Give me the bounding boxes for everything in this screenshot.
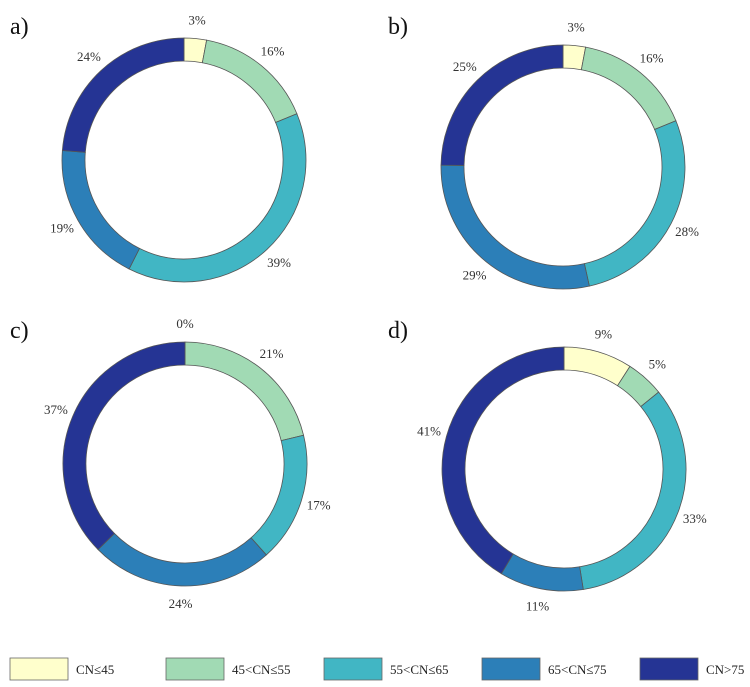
slice-value-label: 28% [675, 224, 699, 239]
legend-label: 55<CN≤65 [390, 662, 449, 677]
panel-label: a) [10, 14, 29, 40]
donut-chart-2: b) 3% 16% 28% 29% 25% [388, 14, 699, 290]
slice-value-label: 0% [176, 316, 194, 331]
slice-value-label: 3% [188, 13, 206, 28]
legend-item: 65<CN≤75 [481, 657, 607, 681]
slice-value-label: 37% [44, 402, 68, 417]
legend-swatch [323, 657, 383, 681]
donut-slice [184, 341, 305, 442]
legend-swatch [165, 657, 225, 681]
panel-label: d) [388, 318, 408, 344]
slice-value-label: 24% [169, 596, 193, 611]
panel-label: b) [388, 14, 408, 40]
slice-value-label: 3% [567, 20, 585, 35]
slice-value-label: 39% [267, 255, 291, 270]
donut-slice [97, 532, 267, 587]
panel-label: c) [10, 318, 29, 344]
donut-slice [579, 391, 687, 590]
slice-value-label: 5% [649, 357, 667, 372]
legend-swatch [481, 657, 541, 681]
legend-swatch [9, 657, 69, 681]
donut-slice [250, 434, 308, 556]
chart-panels: a) 3% 16% 39% 19% 24% b) 3% 16% 28% 29% 25% c) 0% 21% 1… [10, 13, 707, 614]
slice-value-label: 29% [463, 267, 487, 282]
donut-slice [441, 346, 565, 575]
legend-label: 45<CN≤55 [232, 662, 291, 677]
legend-item: CN≤45 [9, 657, 114, 681]
legend-label: 65<CN≤75 [548, 662, 607, 677]
legend-item: 55<CN≤65 [323, 657, 449, 681]
slice-value-label: 41% [417, 424, 441, 439]
legend-item: 45<CN≤55 [165, 657, 291, 681]
slice-value-label: 16% [261, 44, 285, 59]
slice-value-label: 16% [640, 51, 664, 66]
slice-value-label: 21% [260, 346, 284, 361]
legend: CN≤45 45<CN≤55 55<CN≤65 65<CN≤75 CN>75 [9, 657, 744, 681]
donut-chart-3: c) 0% 21% 17% 24% 37% [10, 316, 331, 611]
donut-slice [563, 346, 631, 387]
donut-slice [61, 150, 141, 270]
legend-label: CN≤45 [76, 662, 114, 677]
legend-label: CN>75 [706, 662, 744, 677]
legend-swatch [639, 657, 699, 681]
slice-value-label: 24% [77, 49, 101, 64]
slice-value-label: 9% [595, 327, 613, 342]
slice-value-label: 33% [683, 511, 707, 526]
slice-value-label: 11% [526, 598, 550, 613]
donut-chart-1: a) 3% 16% 39% 19% 24% [10, 13, 307, 283]
slice-value-label: 19% [50, 221, 74, 236]
slice-value-label: 17% [307, 498, 331, 513]
legend-item: CN>75 [639, 657, 744, 681]
donut-slice [61, 37, 185, 153]
donut-slice [440, 44, 564, 166]
donut-slice [62, 341, 186, 551]
donut-slice [500, 553, 584, 592]
donut-chart-4: d) 9% 5% 33% 11% 41% [388, 318, 707, 613]
donut-slice [583, 120, 686, 287]
slice-value-label: 25% [453, 59, 477, 74]
